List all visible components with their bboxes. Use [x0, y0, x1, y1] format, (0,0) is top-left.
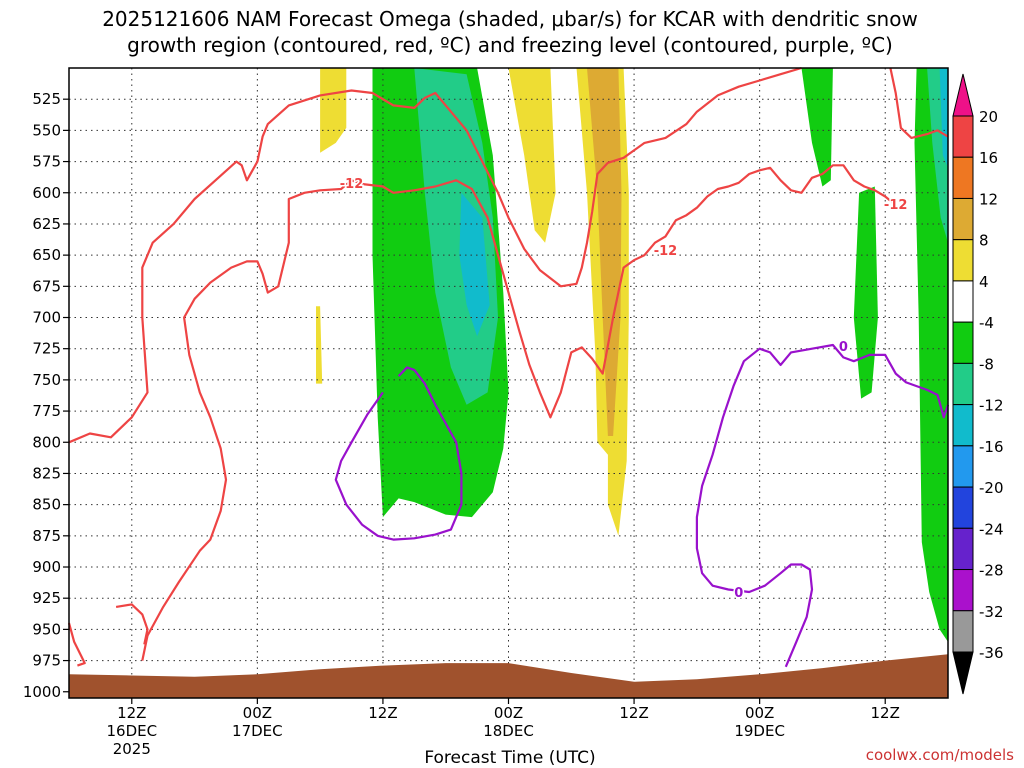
- colorbar-label: -16: [979, 438, 1004, 456]
- colorbar-label: -32: [979, 603, 1004, 621]
- dendritic-growth-contour: [68, 66, 802, 444]
- colorbar-box: [952, 115, 974, 158]
- x-tick-time: 12Z: [871, 704, 900, 722]
- x-tick-date: 18DEC: [483, 722, 534, 740]
- y-tick-label: 700: [32, 309, 61, 327]
- colorbar-label: 16: [979, 149, 998, 167]
- colorbar-label: 20: [979, 108, 998, 126]
- colorbar-label: -28: [979, 562, 1004, 580]
- plot-area: -12 -12 -12 0 0: [67, 66, 950, 699]
- y-tick-label: 650: [32, 246, 61, 264]
- x-tick-time: 12Z: [368, 704, 397, 722]
- y-tick-label: 825: [32, 464, 61, 482]
- y-tick-label: 775: [32, 402, 61, 420]
- colorbar-box: [952, 569, 974, 612]
- x-tick-time: 00Z: [243, 704, 272, 722]
- colorbar-label: -24: [979, 520, 1004, 538]
- y-tick-label: 975: [32, 652, 61, 670]
- contour-label: 0: [734, 586, 743, 601]
- y-tick-label: 550: [32, 121, 61, 139]
- y-tick-label: 800: [32, 433, 61, 451]
- colorbar-label: -36: [979, 644, 1004, 662]
- colorbar-box: [952, 321, 974, 364]
- omega-shaded-region: [320, 68, 347, 153]
- colorbar-label: -12: [979, 397, 1004, 415]
- y-tick-label: 750: [32, 371, 61, 389]
- colorbar-label: 4: [979, 273, 989, 291]
- contour-label: -12: [340, 177, 364, 192]
- y-tick-label: 575: [32, 153, 61, 171]
- colorbar-label: -4: [979, 314, 994, 332]
- colorbar-box: [952, 197, 974, 241]
- colorbar-top-triangle: [952, 73, 974, 117]
- x-axis-title: Forecast Time (UTC): [424, 748, 595, 768]
- x-tick-date: 19DEC: [734, 722, 785, 740]
- credit-link[interactable]: coolwx.com/models: [866, 746, 1014, 764]
- colorbar-box: [952, 610, 974, 653]
- colorbar-box: [952, 445, 974, 488]
- x-tick-year: 2025: [113, 740, 151, 758]
- colorbar-bottom-triangle: [952, 651, 974, 695]
- dendritic-growth-contour: [115, 603, 149, 645]
- y-tick-label: 850: [32, 496, 61, 514]
- y-tick-label: 1000: [23, 683, 61, 701]
- colorbar-box: [952, 486, 974, 529]
- dendritic-growth-contour: [141, 164, 897, 661]
- contour-label: 0: [839, 340, 848, 355]
- colorbar-label: -20: [979, 479, 1004, 497]
- colorbar-box: [952, 362, 974, 406]
- omega-shaded-region: [587, 68, 622, 436]
- x-tick-time: 12Z: [117, 704, 146, 722]
- colorbar-label: 12: [979, 190, 998, 208]
- omega-shaded-region: [801, 68, 833, 187]
- y-tick-label: 900: [32, 558, 61, 576]
- y-tick-label: 675: [32, 277, 61, 295]
- freezing-level-contour: [334, 366, 463, 541]
- x-tick-time: 00Z: [494, 704, 523, 722]
- y-axis: 525 550 575 600 625 650 675 700 725 750 775 800 825 8…: [23, 90, 69, 701]
- colorbar-box: [952, 280, 974, 323]
- colorbar-label: 8: [979, 232, 989, 250]
- y-tick-label: 525: [32, 90, 61, 108]
- x-tick-date: 17DEC: [232, 722, 283, 740]
- y-tick-label: 925: [32, 589, 61, 607]
- omega-shaded-region: [459, 192, 490, 337]
- omega-shaded-region: [939, 68, 948, 168]
- omega-shaded-region: [942, 479, 948, 630]
- y-tick-label: 875: [32, 527, 61, 545]
- omega-shaded-region: [508, 68, 556, 243]
- omega-shaded-region: [316, 306, 323, 384]
- x-tick-time: 00Z: [745, 704, 774, 722]
- chart-title-line-1: 2025121606 NAM Forecast Omega (shaded, μ…: [102, 7, 918, 31]
- y-tick-label: 625: [32, 215, 61, 233]
- colorbar-box: [952, 156, 974, 199]
- colorbar-box: [952, 527, 974, 571]
- y-tick-label: 950: [32, 620, 61, 638]
- dendritic-growth-contour: [889, 67, 949, 139]
- freezing-level-contour: [695, 343, 950, 668]
- dendritic-growth-contour: [67, 622, 86, 667]
- x-tick-time: 12Z: [619, 704, 648, 722]
- y-tick-label: 600: [32, 184, 61, 202]
- terrain-ground: [69, 654, 948, 698]
- omega-shaded-region: [914, 68, 948, 642]
- colorbar-box: [952, 404, 974, 447]
- colorbar-box: [952, 239, 974, 282]
- chart-title-line-2: growth region (contoured, red, ºC) and f…: [127, 33, 893, 57]
- y-tick-label: 725: [32, 340, 61, 358]
- x-tick-date: 16DEC: [106, 722, 157, 740]
- contour-label: -12: [884, 198, 908, 213]
- omega-shaded-region: [853, 186, 878, 399]
- contour-label: -12: [654, 244, 678, 259]
- colorbar: 20 16 12 8 4 -4 -8 -12 -16 -20 -24 -28 -32 -36: [952, 73, 1004, 695]
- colorbar-label: -8: [979, 355, 994, 373]
